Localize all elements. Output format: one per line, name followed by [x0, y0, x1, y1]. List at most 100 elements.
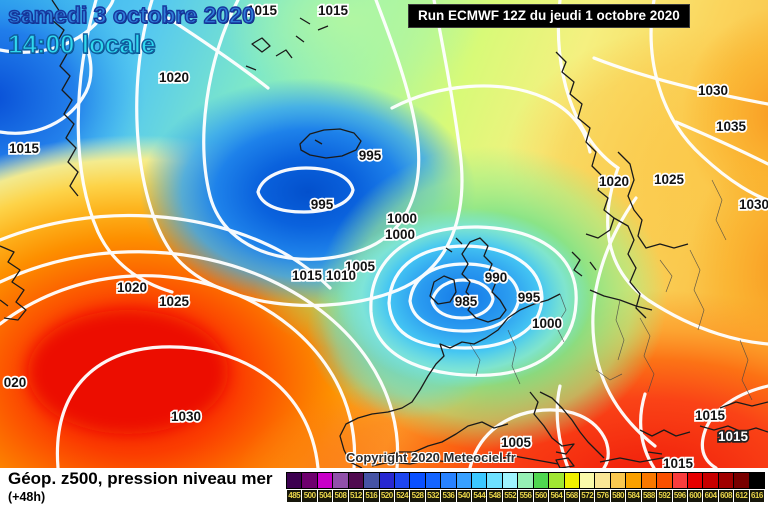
color-scale-value: 500: [302, 490, 317, 502]
color-scale-value: 520: [379, 490, 394, 502]
color-scale-value: 504: [317, 490, 333, 502]
field-high-core: [28, 310, 228, 434]
color-scale-value: 592: [657, 490, 672, 502]
color-scale-value: 560: [533, 490, 549, 502]
pressure-label: 1015: [695, 408, 726, 423]
color-scale-swatch: [393, 472, 411, 489]
pressure-label: 1015: [318, 3, 349, 18]
color-scale-value: 532: [425, 490, 441, 502]
country-borders: [469, 179, 753, 401]
color-scale-swatch: [440, 472, 457, 489]
copyright-watermark: Copyright 2020 Meteociel.fr: [346, 450, 516, 465]
color-scale-swatch: [301, 472, 318, 489]
color-scale-swatch: [686, 472, 704, 489]
legend-bar: Géop. z500, pression niveau mer (+48h) 4…: [0, 468, 768, 512]
color-scale-value: 584: [626, 490, 641, 502]
color-scale-swatch: [625, 472, 642, 489]
pressure-label: 990: [485, 270, 508, 285]
pressure-label: 995: [518, 290, 541, 305]
color-scale-swatch: [517, 472, 534, 489]
color-scale-value: 540: [456, 490, 472, 502]
pressure-label: 1015: [292, 268, 323, 283]
color-scale-value: 612: [734, 490, 749, 502]
pressure-label: 1000: [532, 316, 562, 331]
color-scale-swatch: [733, 472, 750, 489]
valid-date-label: samedi 3 octobre 2020: [7, 1, 255, 28]
color-scale-value: 485: [287, 490, 302, 502]
chart-title: Géop. z500, pression niveau mer: [8, 469, 273, 488]
color-scale-swatch: [363, 472, 380, 489]
color-scale-swatch: [702, 472, 719, 489]
color-scale-values: 485 500 504 508 512 516 520 524 528 532 536 540 544 5…: [287, 490, 765, 502]
color-scale-swatch: [286, 472, 303, 489]
color-scale-value: 552: [502, 490, 518, 502]
pressure-label: 1020: [159, 70, 189, 85]
color-scale-value: 604: [703, 490, 718, 502]
color-scale-value: 588: [641, 490, 657, 502]
color-scale-swatch: [579, 472, 596, 489]
pressure-label: 1015: [9, 141, 40, 156]
forecast-hour-label: (+48h): [8, 490, 46, 504]
color-scale-value: 512: [348, 490, 364, 502]
color-scale-swatch: [316, 472, 334, 489]
coastlines: [0, 0, 768, 468]
pressure-label: 1020: [117, 280, 147, 295]
color-scale-swatch: [332, 472, 349, 489]
color-scale-swatch: [409, 472, 426, 489]
color-scale-value: 564: [549, 490, 564, 502]
valid-time-label: 14:00 locale: [7, 28, 156, 59]
pressure-label: 1015: [718, 429, 749, 444]
pressure-label: 1025: [654, 172, 685, 187]
color-scale: 485 500 504 508 512 516 520 524 528 532 536 540 544 5…: [286, 472, 766, 502]
pressure-label: 1005: [501, 435, 532, 450]
pressure-label: 1015: [663, 456, 694, 468]
pressure-label: 1010: [326, 268, 356, 283]
color-scale-swatch: [486, 472, 503, 489]
color-scale-swatch: [378, 472, 395, 489]
color-scale-value: 616: [749, 490, 765, 502]
color-scale-value: 524: [394, 490, 410, 502]
field-uk-low: [336, 208, 592, 388]
color-scale-swatch: [594, 472, 611, 489]
color-scale-value: 568: [564, 490, 580, 502]
pressure-label: 1015: [247, 3, 278, 18]
color-scale-swatch: [548, 472, 565, 489]
color-scale-value: 548: [487, 490, 502, 502]
color-scale-value: 528: [410, 490, 425, 502]
color-scale-value: 608: [718, 490, 734, 502]
color-scale-swatch: [563, 472, 581, 489]
pressure-label: 1000: [387, 211, 417, 226]
color-scale-value: 580: [610, 490, 626, 502]
color-scale-value: 572: [580, 490, 595, 502]
pressure-label: 1025: [159, 294, 190, 309]
color-scale-swatch: [455, 472, 473, 489]
color-scale-value: 600: [687, 490, 703, 502]
pressure-label: 1000: [385, 227, 415, 242]
pressure-label: 1030: [698, 83, 728, 98]
color-scale-swatch: [717, 472, 735, 489]
color-scale-swatch: [532, 472, 550, 489]
color-scale-value: 596: [672, 490, 687, 502]
pressure-label: 1030: [739, 197, 768, 212]
pressure-label: 985: [455, 294, 478, 309]
pressure-label: 1035: [716, 119, 747, 134]
pressure-label: 995: [311, 197, 334, 212]
color-scale-swatch: [471, 472, 488, 489]
color-scale-value: 556: [518, 490, 533, 502]
color-scale-value: 576: [595, 490, 610, 502]
isobar-contours: [0, 0, 768, 468]
color-scale-swatch: [501, 472, 519, 489]
color-scale-swatch: [609, 472, 627, 489]
pressure-label: 995: [359, 148, 382, 163]
color-scale-swatch: [656, 472, 673, 489]
color-scale-value: 544: [472, 490, 487, 502]
color-scale-swatch: [671, 472, 688, 489]
color-scale-value: 536: [441, 490, 456, 502]
color-scale-value: 516: [364, 490, 379, 502]
color-scale-value: 508: [333, 490, 348, 502]
color-scale-swatch: [424, 472, 442, 489]
color-scale-swatch: [347, 472, 365, 489]
weather-map: 1015 1015 1020 1015 995 995 1000 1000 1005 1015 10…: [0, 0, 768, 468]
